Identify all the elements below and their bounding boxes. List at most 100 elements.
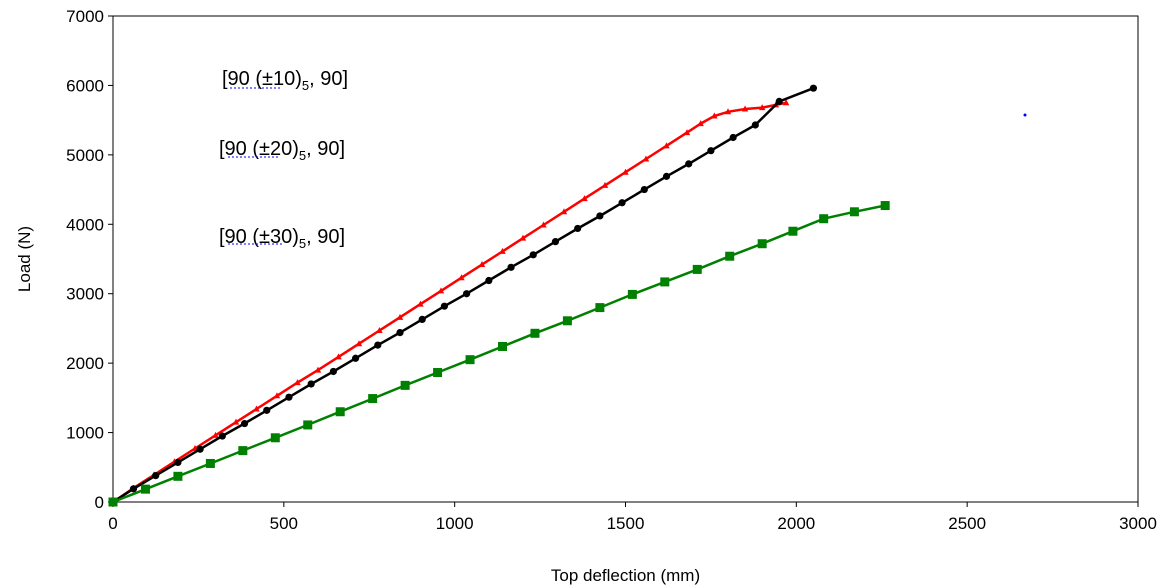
data-point <box>622 168 629 175</box>
axes: 0 1000 2000 3000 4000 5000 6000 7000 0 500 1000 150… <box>15 7 1157 585</box>
legend-label-20: [90 (±20)5, 90] <box>219 138 345 163</box>
legend-label-30: [90 (±30)5, 90] <box>219 226 345 251</box>
data-point <box>683 129 691 136</box>
data-point <box>724 108 732 115</box>
series-1 <box>109 99 790 505</box>
data-point <box>307 380 315 388</box>
data-point <box>174 458 182 467</box>
legend: [90 (±10)5, 90] [90 (±20)5, 90] [90 (±30… <box>219 68 1027 251</box>
series-line <box>112 101 787 504</box>
data-point <box>285 393 293 401</box>
data-point <box>551 238 560 246</box>
data-point <box>729 133 737 142</box>
data-point <box>499 247 506 254</box>
data-point <box>757 239 767 249</box>
data-point <box>253 405 260 412</box>
y-tick-label: 6000 <box>66 76 104 95</box>
data-point <box>819 214 829 224</box>
data-point <box>529 251 537 259</box>
data-point <box>758 104 766 111</box>
data-point <box>540 221 547 228</box>
y-tick-label: 5000 <box>66 146 104 165</box>
data-point <box>417 300 424 307</box>
data-point <box>355 340 363 347</box>
y-tick-label: 2000 <box>66 354 104 373</box>
data-point <box>440 302 449 310</box>
series-3 <box>108 201 890 507</box>
series-line <box>112 87 814 504</box>
x-tick-label: 1000 <box>436 514 474 533</box>
y-tick-label: 3000 <box>66 285 104 304</box>
data-point <box>663 142 670 149</box>
data-point <box>152 472 160 480</box>
data-point <box>294 379 301 386</box>
data-point <box>240 419 249 428</box>
data-point <box>642 155 650 162</box>
data-point <box>560 208 568 215</box>
data-point <box>396 313 404 320</box>
data-point <box>465 355 475 365</box>
data-point <box>596 212 604 220</box>
y-axis-title: Load (N) <box>15 226 34 292</box>
data-point <box>507 263 515 271</box>
data-point <box>270 433 280 443</box>
data-point <box>725 251 735 261</box>
data-point <box>618 199 626 207</box>
x-tick-label: 1500 <box>607 514 645 533</box>
data-point <box>335 353 342 360</box>
data-point <box>478 261 486 268</box>
data-point <box>303 420 313 430</box>
data-point <box>263 406 271 414</box>
data-point <box>463 290 471 298</box>
y-tick-label: 0 <box>95 493 104 512</box>
data-point <box>707 147 715 155</box>
legend-label-10: [90 (±10)5, 90] <box>222 68 348 93</box>
data-point <box>660 277 670 287</box>
data-point <box>374 341 382 349</box>
data-point <box>212 431 219 438</box>
data-point <box>880 201 890 211</box>
data-point <box>335 407 345 417</box>
data-point <box>498 341 507 351</box>
data-point <box>140 484 150 494</box>
x-tick-label: 0 <box>108 514 117 533</box>
data-point <box>697 120 704 127</box>
data-point <box>232 418 240 425</box>
data-point <box>581 195 588 202</box>
data-point <box>196 445 204 453</box>
x-tick-label: 3000 <box>1119 514 1157 533</box>
data-point <box>205 458 215 468</box>
data-point <box>782 99 790 106</box>
data-point <box>574 224 582 233</box>
data-point <box>685 160 693 168</box>
x-tick-label: 500 <box>270 514 298 533</box>
data-point <box>238 446 248 456</box>
stray-point <box>1023 113 1027 117</box>
data-point <box>273 392 281 399</box>
data-point <box>595 303 605 313</box>
data-point <box>400 380 410 390</box>
data-point <box>433 368 443 378</box>
data-point <box>775 97 783 105</box>
series-2 <box>109 84 818 506</box>
x-tick-label: 2000 <box>777 514 815 533</box>
data-point <box>692 264 702 274</box>
y-tick-label: 7000 <box>66 7 104 26</box>
x-tick-label: 2500 <box>948 514 986 533</box>
data-point <box>218 432 226 440</box>
data-point <box>601 181 609 188</box>
data-point <box>849 207 859 217</box>
data-point <box>108 497 118 507</box>
data-point <box>530 328 540 338</box>
y-tick-label: 1000 <box>66 424 104 443</box>
data-point <box>809 84 818 92</box>
y-tick-label: 4000 <box>66 215 104 234</box>
data-point <box>173 471 183 481</box>
data-point <box>129 485 138 493</box>
data-point <box>396 328 404 337</box>
data-point <box>368 394 378 404</box>
data-point <box>485 276 493 285</box>
data-point <box>458 274 465 281</box>
data-point <box>351 354 360 362</box>
data-point <box>418 315 426 324</box>
